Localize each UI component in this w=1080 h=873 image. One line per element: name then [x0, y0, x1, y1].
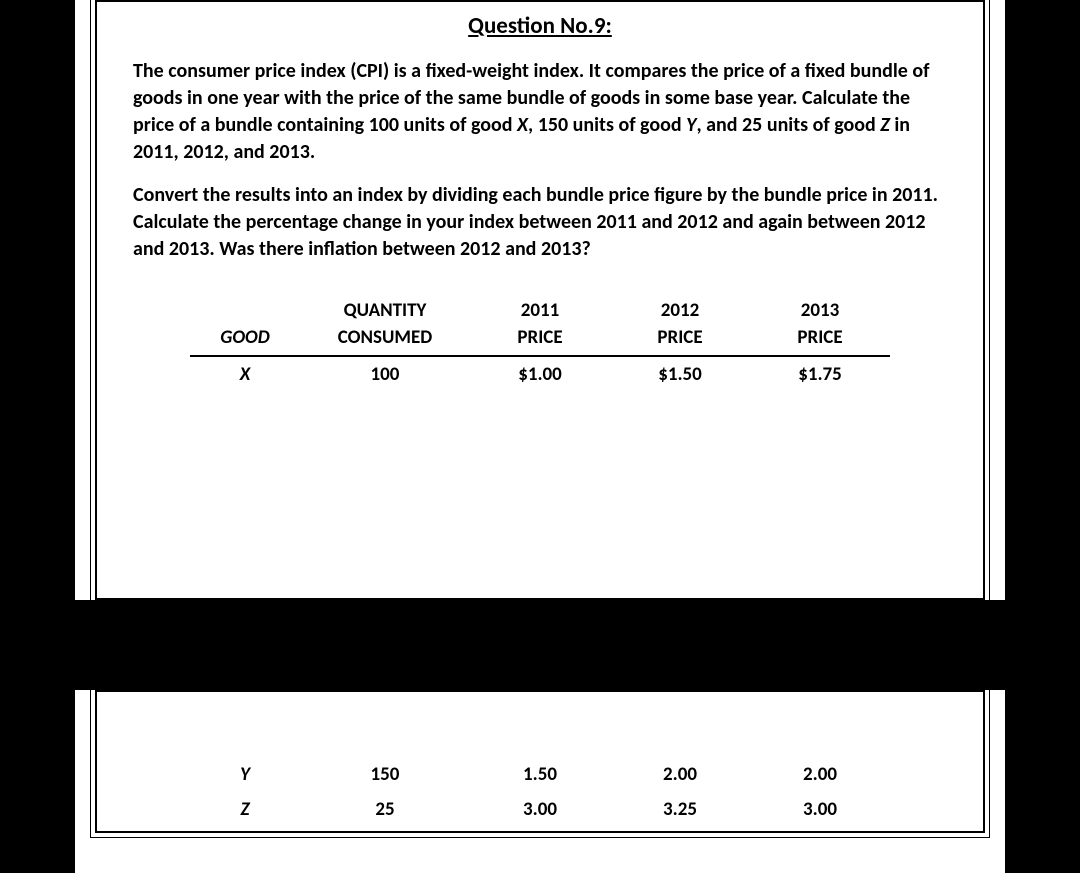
cell-z-2012: 3.25: [610, 792, 750, 827]
cell-good-z: Z: [190, 792, 300, 827]
p1-mid1: , 150 units of good: [528, 113, 686, 137]
th-good: GOOD: [190, 322, 300, 356]
page-2: Y 150 1.50 2.00 2.00 Z 25 3.00 3.25 3.00: [75, 690, 1005, 873]
table-row-z: Z 25 3.00 3.25 3.00: [190, 792, 890, 827]
cell-y-2012: 2.00: [610, 757, 750, 792]
th-price-2011: PRICE: [470, 322, 610, 356]
table-header-row-1: QUANTITY 2011 2012 2013: [190, 293, 890, 322]
price-table-header-and-row-x: QUANTITY 2011 2012 2013 GOOD CONSUMED PR…: [190, 293, 890, 392]
th-consumed: CONSUMED: [300, 322, 470, 356]
paragraph-1: The consumer price index (CPI) is a fixe…: [127, 58, 953, 166]
cell-y-2013: 2.00: [750, 757, 890, 792]
cell-z-2011: 3.00: [470, 792, 610, 827]
content-frame-1: Question No.9: The consumer price index …: [95, 0, 985, 600]
good-y-ital: Y: [686, 113, 696, 137]
cell-x-2011: $1.00: [470, 356, 610, 392]
page-gap: [0, 600, 1080, 660]
good-z-ital: Z: [880, 113, 890, 137]
price-table-rows-y-z: Y 150 1.50 2.00 2.00 Z 25 3.00 3.25 3.00: [190, 757, 890, 827]
cell-qty-y: 150: [300, 757, 470, 792]
cell-z-2013: 3.00: [750, 792, 890, 827]
question-title: Question No.9:: [127, 12, 953, 40]
cell-qty-x: 100: [300, 356, 470, 392]
table-row-y: Y 150 1.50 2.00 2.00: [190, 757, 890, 792]
th-price-2013: PRICE: [750, 322, 890, 356]
page-1: Question No.9: The consumer price index …: [75, 0, 1005, 600]
cell-qty-z: 25: [300, 792, 470, 827]
cell-good-y: Y: [190, 757, 300, 792]
p1-mid2: , and 25 units of good: [697, 113, 881, 137]
th-2011: 2011: [470, 293, 610, 322]
paragraph-2: Convert the results into an index by div…: [127, 182, 953, 263]
th-2012: 2012: [610, 293, 750, 322]
th-quantity-top: QUANTITY: [300, 293, 470, 322]
th-2013: 2013: [750, 293, 890, 322]
cell-y-2011: 1.50: [470, 757, 610, 792]
good-x-ital: X: [517, 113, 528, 137]
th-price-2012: PRICE: [610, 322, 750, 356]
table-row-x: X 100 $1.00 $1.50 $1.75: [190, 356, 890, 392]
table-header-row-2: GOOD CONSUMED PRICE PRICE PRICE: [190, 322, 890, 356]
cell-x-2013: $1.75: [750, 356, 890, 392]
content-frame-2: Y 150 1.50 2.00 2.00 Z 25 3.00 3.25 3.00: [95, 690, 985, 833]
th-empty: [190, 293, 300, 322]
cell-good-x: X: [190, 356, 300, 392]
cell-x-2012: $1.50: [610, 356, 750, 392]
